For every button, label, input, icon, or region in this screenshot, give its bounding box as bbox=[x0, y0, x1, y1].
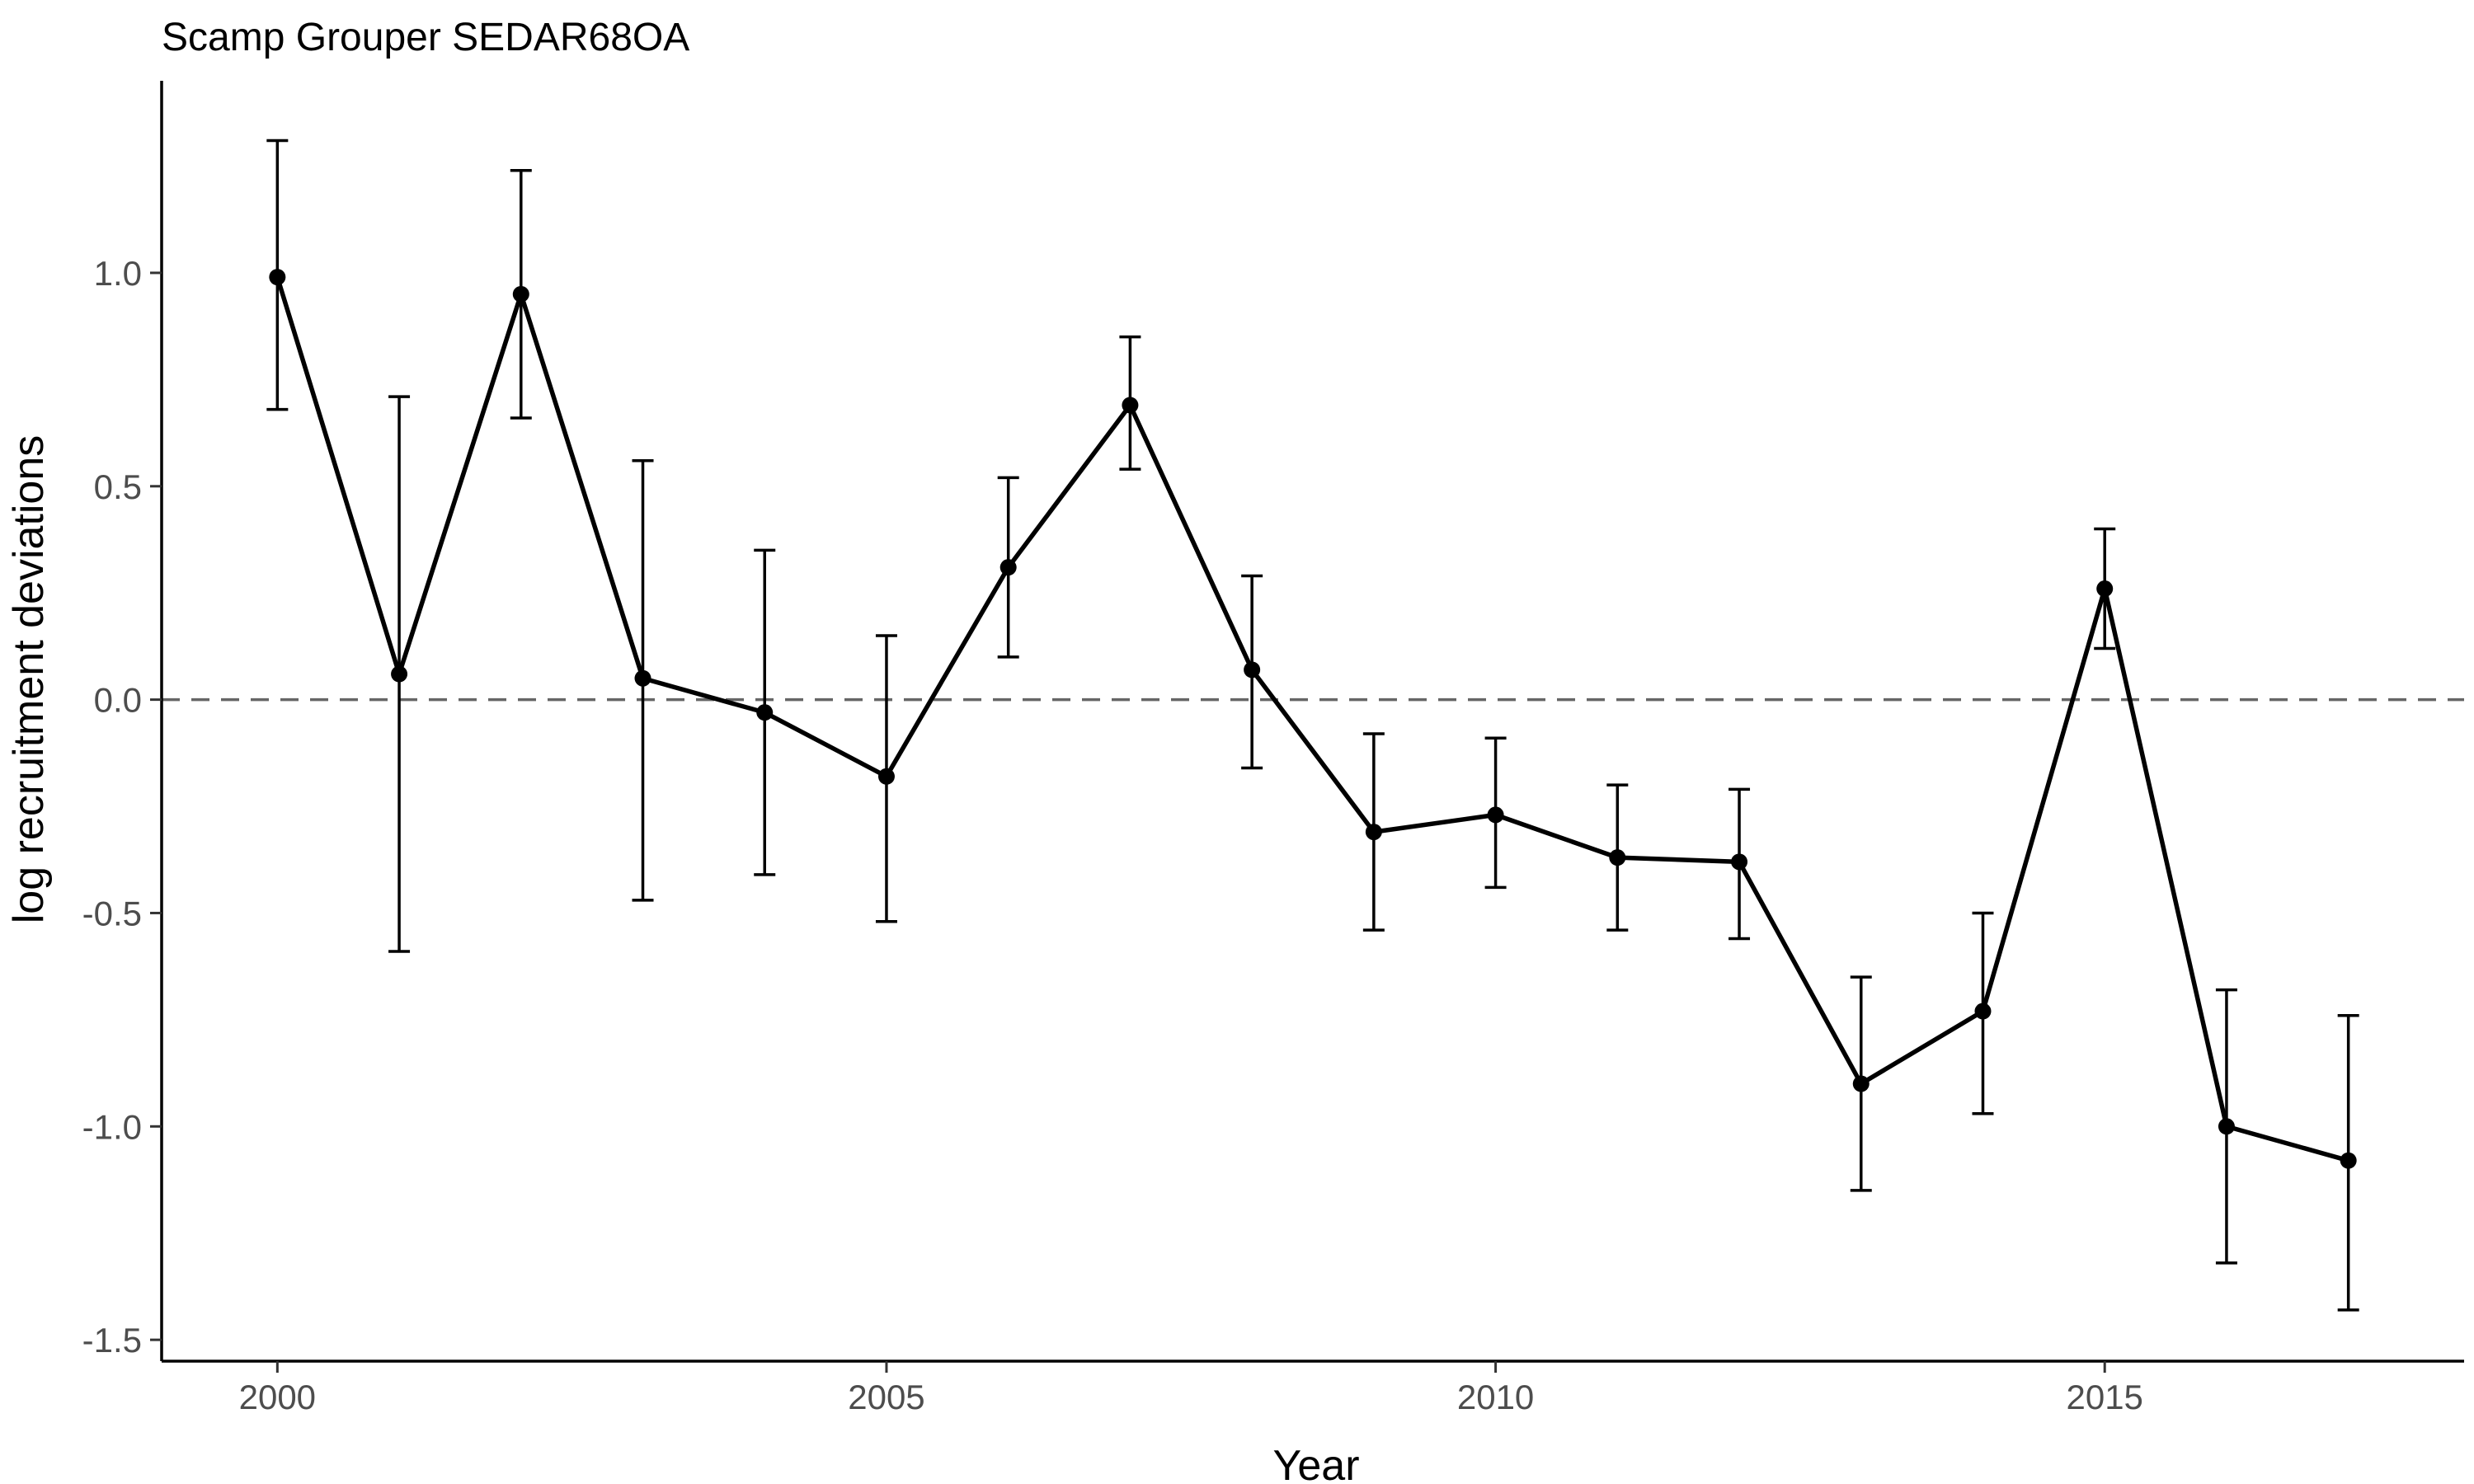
point-layer bbox=[269, 269, 2357, 1169]
data-point bbox=[512, 285, 529, 303]
y-tick-label: -1.0 bbox=[82, 1107, 142, 1146]
data-point bbox=[634, 669, 651, 687]
data-point bbox=[2096, 580, 2114, 598]
error-bar-layer bbox=[266, 139, 2359, 1312]
axis-layer: -1.5 -1.0 -0.5 0.0 0.5 1.0 2000 2005 2010 2015 bbox=[82, 81, 2464, 1416]
series-line-layer bbox=[275, 276, 2349, 1163]
data-point bbox=[391, 665, 408, 683]
y-tick-label: 0.5 bbox=[94, 467, 142, 506]
y-tick-label: 1.0 bbox=[94, 254, 142, 293]
y-tick-label: 0.0 bbox=[94, 681, 142, 720]
data-point bbox=[1365, 824, 1382, 841]
data-point bbox=[1731, 853, 1748, 871]
data-point bbox=[877, 768, 895, 785]
x-tick-label: 2005 bbox=[848, 1378, 924, 1416]
y-axis-title: log recruitment deviations bbox=[5, 435, 53, 924]
x-tick-label: 2000 bbox=[239, 1378, 316, 1416]
y-tick-label: -0.5 bbox=[82, 894, 142, 932]
chart-title: Scamp Grouper SEDAR68OA bbox=[162, 16, 689, 59]
x-tick-label: 2010 bbox=[1457, 1378, 1534, 1416]
y-tick-label: -1.5 bbox=[82, 1321, 142, 1360]
data-point bbox=[1852, 1075, 1870, 1092]
data-point bbox=[1244, 661, 1261, 679]
data-point bbox=[756, 704, 774, 721]
data-point bbox=[1609, 849, 1626, 866]
data-point bbox=[2218, 1118, 2235, 1135]
data-point bbox=[269, 269, 286, 286]
data-point bbox=[999, 559, 1017, 576]
data-point bbox=[1974, 1003, 1992, 1020]
data-point bbox=[1487, 806, 1504, 824]
series-line bbox=[275, 276, 2349, 1163]
x-tick-label: 2015 bbox=[2066, 1378, 2142, 1416]
data-point bbox=[2340, 1152, 2357, 1169]
x-axis-title: Year bbox=[1272, 1442, 1359, 1484]
data-point bbox=[1122, 397, 1139, 414]
